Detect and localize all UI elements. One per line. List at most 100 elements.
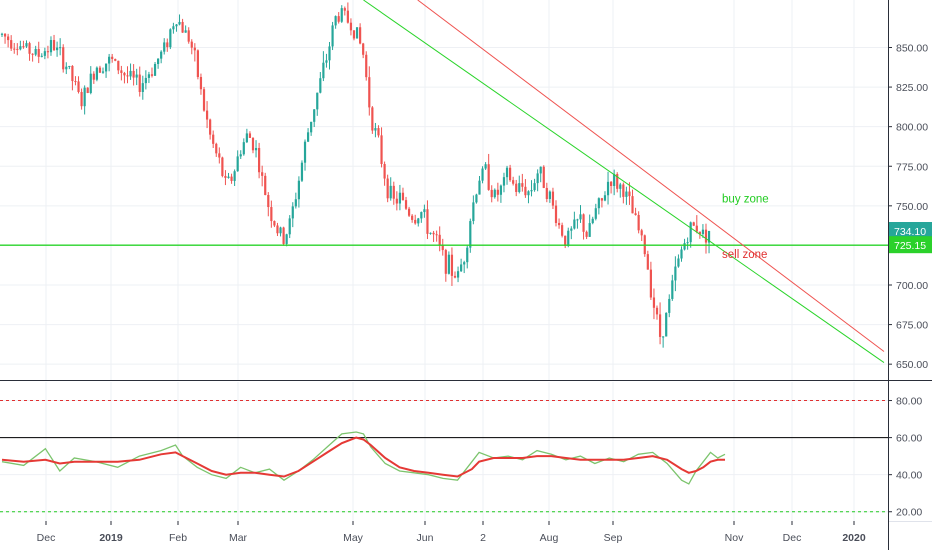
candle-body [233,171,236,181]
candle-body [43,51,46,56]
candle-body [420,212,423,219]
time-tick-label: 2 [480,532,486,544]
candle-body [493,189,496,198]
candle-body [417,218,420,224]
candle-body [539,166,542,174]
candle-body [411,215,414,220]
time-tick-label: May [343,532,364,544]
price-label-box [889,222,932,240]
candle-body [576,219,579,221]
time-axis-bg [0,521,888,550]
candle-body [570,228,573,231]
price-label-text: 725.15 [894,240,926,252]
candle-body [157,58,160,65]
candle-body [395,198,398,204]
candle-body [178,21,181,25]
candle-body [707,231,711,243]
candle-body [258,147,261,173]
price-label-box [889,236,932,254]
candle-body [355,27,359,39]
candle-body [362,43,365,55]
candle-body [98,67,102,73]
candle-body [652,297,656,308]
price-pane [0,2,711,348]
indicator-pane [0,400,888,513]
candle-body [3,33,7,37]
candle-body [619,184,622,189]
indicator-signal-line [1,436,725,478]
candle-body [46,51,50,53]
candle-body [542,166,545,188]
candle-body [254,147,258,151]
candle-body [521,183,524,187]
candle-body [429,232,432,234]
candle-body [16,48,19,50]
candle-body [698,231,701,235]
candle-body [291,206,294,219]
candle-body [380,135,383,164]
candle-body [374,128,377,131]
candle-body [175,24,178,27]
candle-body [83,87,86,107]
candle-body [502,177,506,186]
candle-body [527,191,530,196]
candle-body [423,209,426,213]
candle-body [166,42,169,48]
candle-body [215,143,218,154]
candle-body [340,8,343,22]
candle-body [613,174,616,186]
candle-body [677,258,680,267]
time-tick-label: Nov [725,532,744,544]
candle-body [337,16,340,22]
price-tick-label: 800.00 [896,122,928,134]
candle-body [689,222,692,243]
candle-body [242,142,245,155]
price-tick-label: 650.00 [896,359,928,371]
candle-body [80,91,83,107]
candle-body [205,110,209,120]
candle-body [270,207,273,222]
candle-body [518,183,521,192]
candle-body [190,41,193,48]
candle-body [297,180,300,200]
candle-body [588,223,591,237]
time-tick-label: Aug [540,532,559,544]
candle-body [668,298,671,313]
candle-body [674,266,677,281]
candle-body [120,70,123,73]
candle-body [466,247,469,263]
candle-body [236,156,239,172]
candle-body [37,48,40,57]
candle-body [224,175,227,178]
candle-body [401,192,405,201]
buy-zone-label: buy zone [722,194,769,206]
candle-body [34,48,37,55]
candle-body [545,187,548,199]
indicator-tick-label: 60.00 [896,433,922,445]
candle-body [352,30,356,39]
candle-body [160,51,163,59]
candle-body [631,196,634,214]
candle-body [31,53,34,55]
time-axis[interactable]: Dec 2019 Feb Mar May Jun 2 Aug Sep Nov Dec 2020 [0,521,888,550]
candle-body [625,191,628,197]
candle-body [671,280,674,299]
candle-body [316,92,319,110]
candle-body [144,77,147,84]
candle-body [334,16,337,26]
candle-body [7,36,10,41]
candle-body [49,40,53,53]
candle-body [196,50,199,78]
candle-body [273,221,276,226]
candle-body [637,214,640,231]
candle-body [150,74,154,76]
candle-body [181,21,184,33]
candle-body [343,8,346,11]
candle-body [68,65,71,67]
candle-body [478,180,481,195]
annotation-labels: buy zone sell zone [722,194,769,261]
candle-body [212,134,215,144]
candle-body [371,107,374,131]
candle-body [496,189,499,195]
